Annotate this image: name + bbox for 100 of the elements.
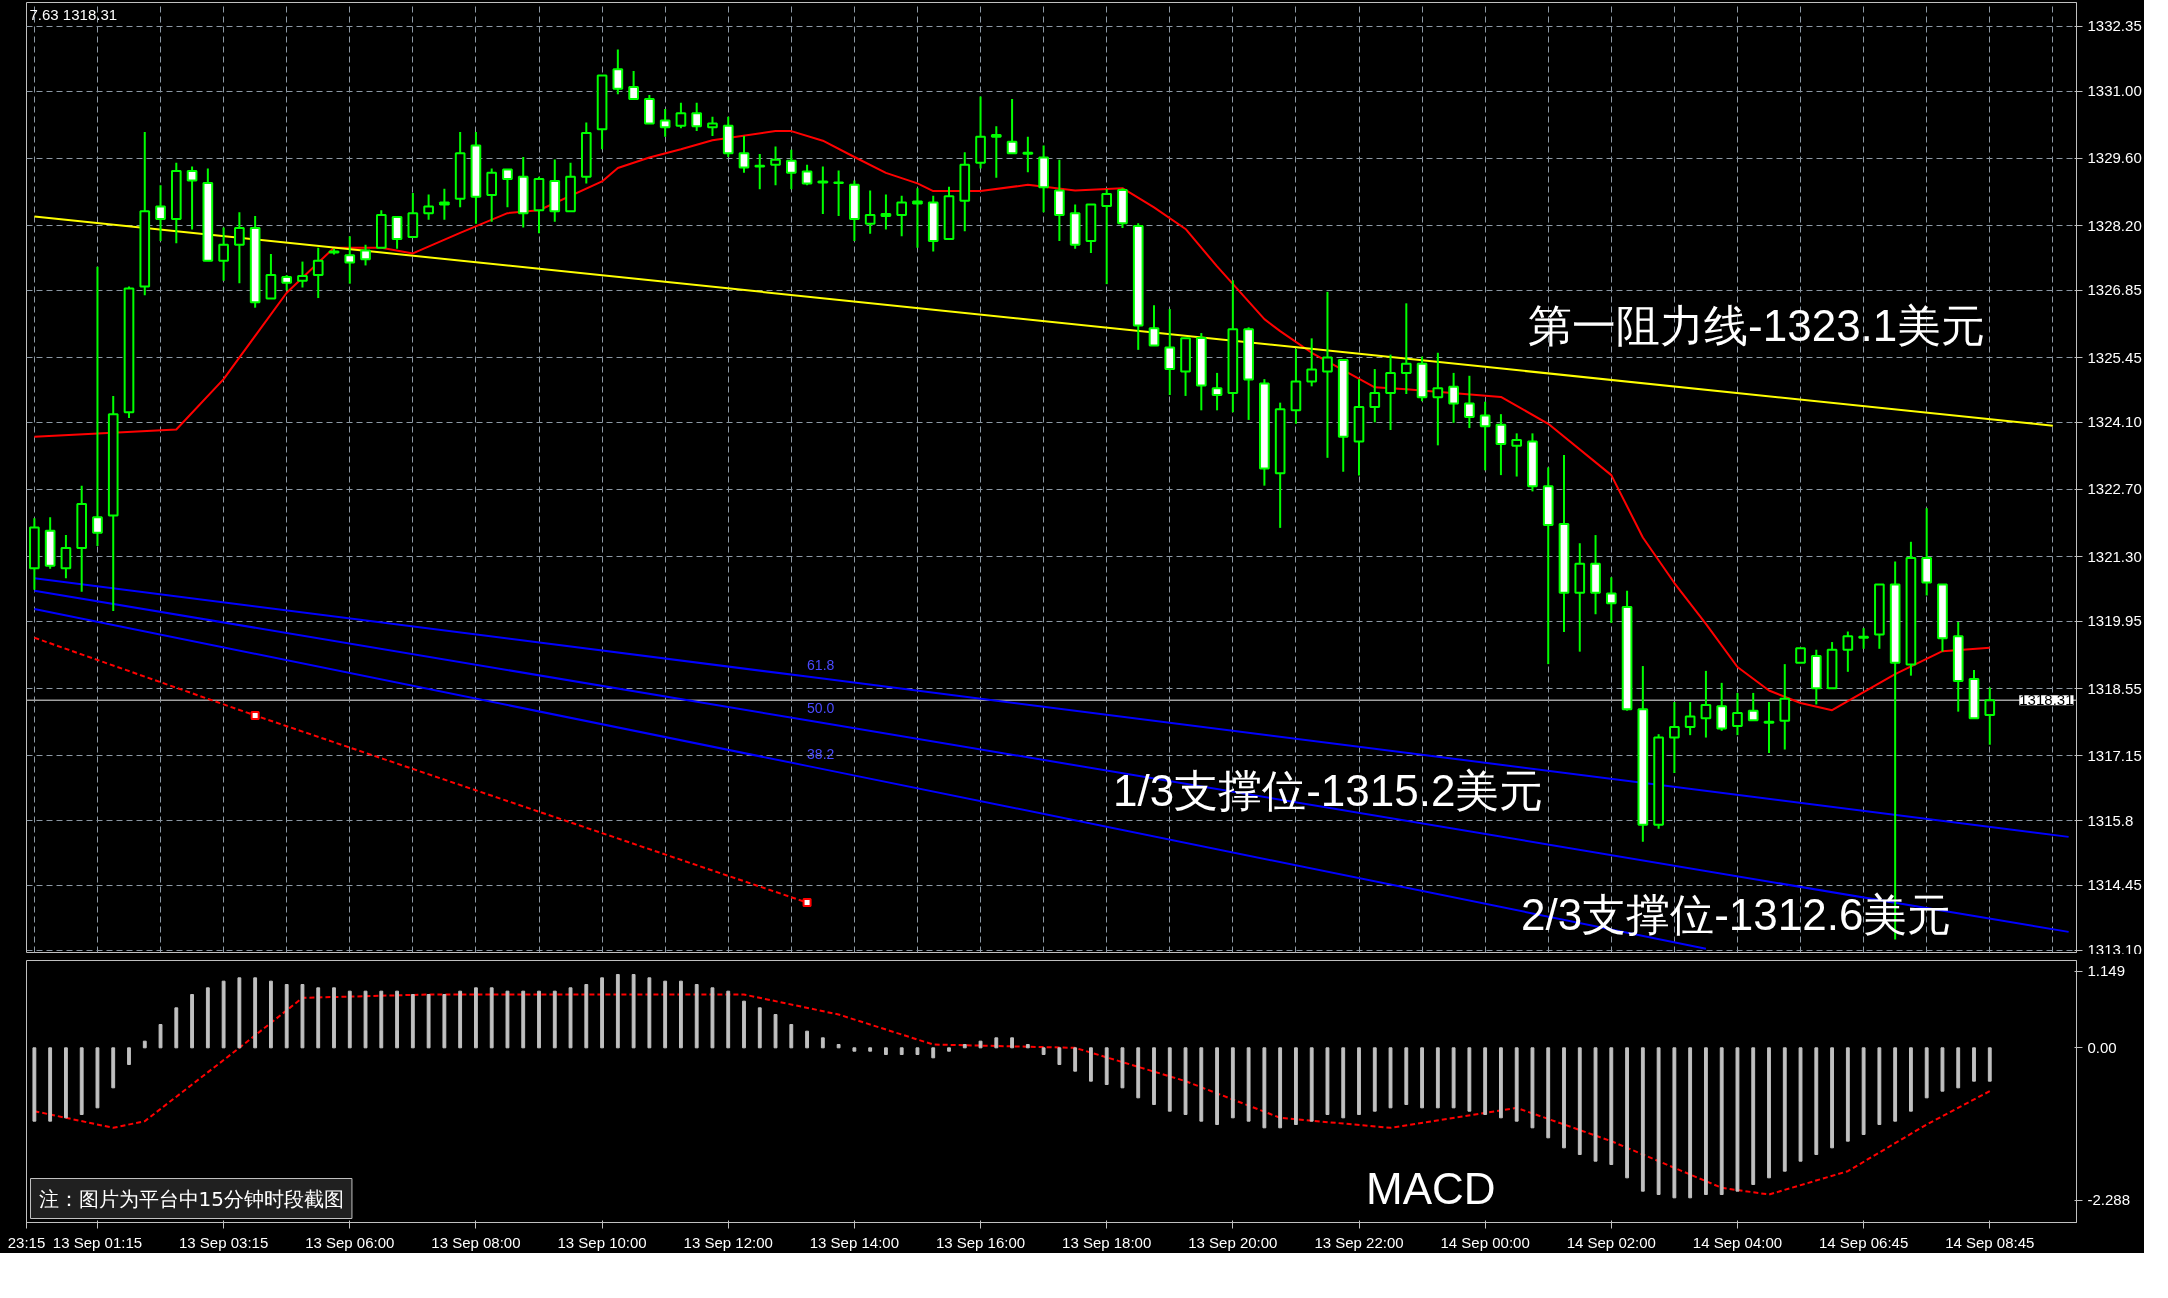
candlestick (218, 226, 229, 282)
bar (836, 1044, 841, 1049)
candlestick (612, 48, 624, 96)
bar (1640, 1047, 1645, 1192)
bar (694, 984, 699, 1049)
candlestick (1006, 97, 1018, 155)
bar (1972, 1047, 1976, 1082)
candlestick (1842, 630, 1854, 673)
bar (253, 977, 258, 1049)
candlestick (785, 148, 797, 191)
bar (947, 1047, 951, 1052)
y-tick-label: 1.149 (2087, 962, 2126, 980)
bar (95, 1047, 100, 1109)
bar (1483, 1047, 1488, 1115)
candlestick (912, 187, 923, 249)
bar (316, 987, 321, 1049)
x-tick-label: 13 Sep 14:00 (809, 1233, 900, 1251)
y-tick-label: 1319.95 (2087, 612, 2142, 630)
y-tick-label: 1322.70 (2087, 480, 2142, 498)
ref-line-label: 1318.31 (2019, 691, 2074, 709)
candlestick (1669, 701, 1680, 775)
candlestick (1747, 691, 1759, 722)
bar (1199, 1047, 1204, 1122)
candlestick (659, 108, 671, 138)
bar (284, 984, 289, 1049)
candlestick (1432, 351, 1444, 447)
bar (1325, 1047, 1330, 1115)
bar (1136, 1047, 1141, 1099)
bar (1798, 1047, 1803, 1162)
series-label: 61.8 (807, 656, 835, 673)
bar (332, 987, 336, 1049)
bar (1499, 1047, 1503, 1119)
annotation: 第一阻力线-1323.1美元 (1528, 301, 1986, 350)
series-label: 50.0 (807, 700, 835, 717)
bar (1767, 1047, 1771, 1179)
x-tick-label: 14 Sep 06:45 (1818, 1233, 1909, 1251)
bar (174, 1007, 179, 1049)
bar (852, 1047, 857, 1052)
bar (1562, 1047, 1566, 1149)
bar (1593, 1047, 1598, 1162)
bar (899, 1047, 904, 1055)
candlestick (155, 184, 166, 242)
bar (111, 1047, 116, 1089)
candlestick (1763, 701, 1775, 754)
bar (190, 994, 194, 1049)
line-series (33, 130, 1991, 712)
candlestick (391, 215, 403, 250)
bar (1909, 1047, 1913, 1112)
bar (1167, 1047, 1172, 1112)
candlestick (60, 534, 72, 580)
x-tick-label: 13 Sep 08:00 (431, 1233, 521, 1251)
bar (820, 1037, 825, 1049)
bar (789, 1024, 794, 1049)
bar (1230, 1047, 1235, 1119)
x-tick-label: 13 Sep 03:15 (178, 1233, 269, 1251)
candlestick (92, 265, 103, 548)
bar (805, 1030, 809, 1049)
candlestick (312, 246, 324, 300)
y-tick-label: -2.288 (2087, 1191, 2131, 1209)
bar (1467, 1047, 1472, 1112)
candlestick (486, 167, 498, 223)
candlestick (675, 101, 687, 130)
candlestick (234, 211, 245, 285)
bar (221, 980, 226, 1049)
bar (1893, 1047, 1898, 1122)
x-tick-label: 14 Sep 08:45 (1945, 1233, 2035, 1251)
candlestick (1148, 304, 1160, 347)
bar (1719, 1047, 1724, 1195)
bar (237, 977, 242, 1049)
x-tick-label: 14 Sep 04:00 (1692, 1233, 1783, 1251)
bar (1294, 1047, 1298, 1125)
bar (1262, 1047, 1267, 1129)
bar (521, 990, 526, 1049)
candlestick (801, 163, 813, 187)
bar (1120, 1047, 1125, 1089)
bar (442, 994, 447, 1049)
candlestick (423, 193, 434, 221)
bar (615, 974, 620, 1049)
bar (1152, 1047, 1156, 1105)
x-tick-label: 13 Sep 06:00 (305, 1233, 395, 1251)
x-tick-label: 13 Sep 18:00 (1062, 1233, 1152, 1251)
bar (868, 1047, 873, 1052)
bar (395, 990, 399, 1049)
bar (742, 1000, 746, 1049)
bar (1782, 1047, 1787, 1172)
bar (726, 990, 731, 1049)
candlestick (1984, 686, 1996, 746)
y-tick-label: 1324.10 (2087, 413, 2142, 431)
bar (1577, 1047, 1582, 1155)
bar (1404, 1047, 1409, 1105)
bar (773, 1014, 778, 1049)
x-tick-label: 13 Sep 16:00 (935, 1233, 1026, 1251)
bar (1025, 1044, 1030, 1049)
y-tick-label: 0.00 (2087, 1038, 2117, 1056)
bar (1104, 1047, 1109, 1085)
bar (631, 974, 636, 1049)
annotation: MACD (1365, 1163, 1496, 1213)
bar (1656, 1047, 1661, 1195)
y-tick-label: 1329.60 (2087, 149, 2142, 167)
bar (300, 984, 305, 1049)
